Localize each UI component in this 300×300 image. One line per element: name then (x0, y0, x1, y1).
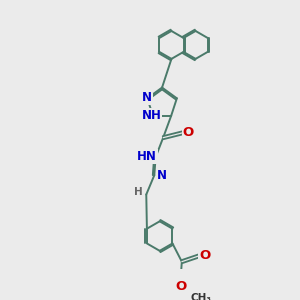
Text: O: O (200, 249, 211, 262)
Text: O: O (183, 126, 194, 139)
Text: NH: NH (142, 109, 161, 122)
Text: H: H (134, 187, 143, 197)
Text: N: N (142, 91, 152, 104)
Text: O: O (176, 280, 187, 293)
Text: HN: HN (137, 150, 157, 163)
Text: N: N (158, 169, 167, 182)
Text: CH₃: CH₃ (190, 293, 212, 300)
